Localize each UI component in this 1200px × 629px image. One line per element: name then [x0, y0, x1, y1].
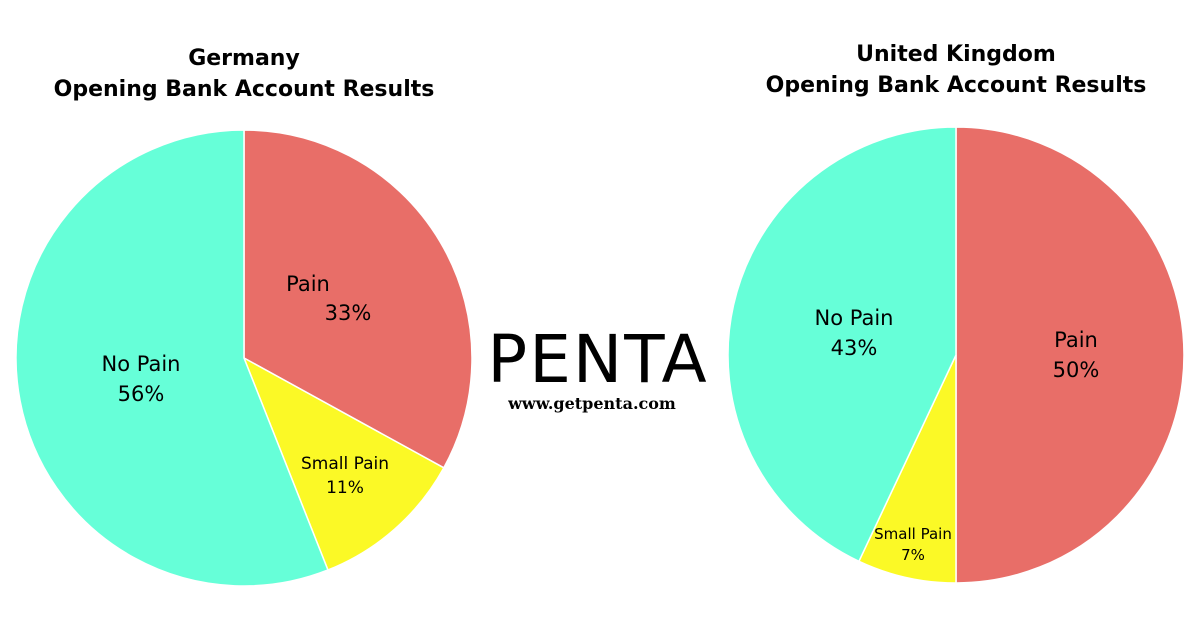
germany-slice-no-pain: [15, 129, 329, 587]
uk-slice-label-small-pain: Small Pain: [874, 525, 952, 543]
germany-slice-value-small-pain: 11%: [326, 478, 364, 498]
uk-slice-no-pain: [727, 126, 957, 563]
germany-pie: [15, 129, 473, 587]
penta-logo-text: PENTA: [487, 321, 708, 398]
website-url: www.getpenta.com: [507, 394, 676, 413]
uk-chart: United Kingdom Opening Bank Account Resu…: [727, 42, 1185, 584]
uk-slice-pain: [955, 126, 1185, 584]
uk-slice-value-no-pain: 43%: [831, 336, 878, 360]
germany-slice-pain: [243, 129, 473, 469]
germany-slice-label-pain: Pain: [286, 272, 330, 296]
germany-slice-value-pain: 33%: [325, 301, 372, 325]
germany-slice-label-no-pain: No Pain: [102, 352, 181, 376]
uk-slice-label-pain: Pain: [1054, 328, 1098, 352]
uk-title-line1: United Kingdom: [856, 42, 1056, 67]
germany-title-line2: Opening Bank Account Results: [54, 77, 435, 102]
uk-slice-value-small-pain: 7%: [901, 546, 925, 564]
germany-slice-value-no-pain: 56%: [118, 382, 165, 406]
penta-logo: PENTA www.getpenta.com: [487, 321, 708, 413]
germany-chart: Germany Opening Bank Account Results Pai…: [15, 46, 473, 587]
uk-slice-value-pain: 50%: [1053, 358, 1100, 382]
uk-pie: [727, 126, 1185, 584]
uk-title-line2: Opening Bank Account Results: [766, 73, 1147, 98]
germany-slice-label-small-pain: Small Pain: [301, 454, 389, 474]
uk-slice-label-no-pain: No Pain: [815, 306, 894, 330]
germany-slice-small-pain: [242, 356, 445, 571]
germany-title-line1: Germany: [188, 46, 300, 71]
